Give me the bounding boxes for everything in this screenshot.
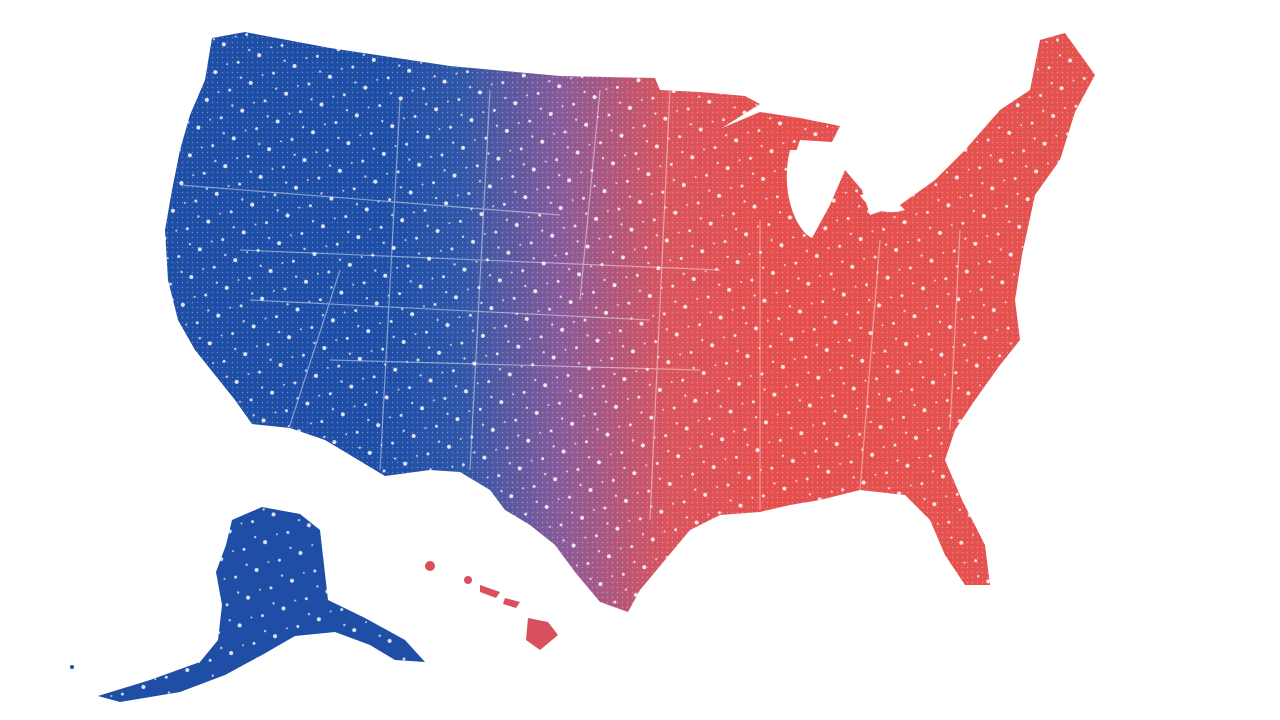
hawaii xyxy=(425,561,558,650)
lake-michigan xyxy=(786,150,816,238)
state-lines xyxy=(179,89,961,521)
contiguous-us xyxy=(165,32,1095,612)
lake-huron xyxy=(860,193,905,213)
alaska-cities xyxy=(98,507,425,702)
alaska xyxy=(70,507,425,702)
